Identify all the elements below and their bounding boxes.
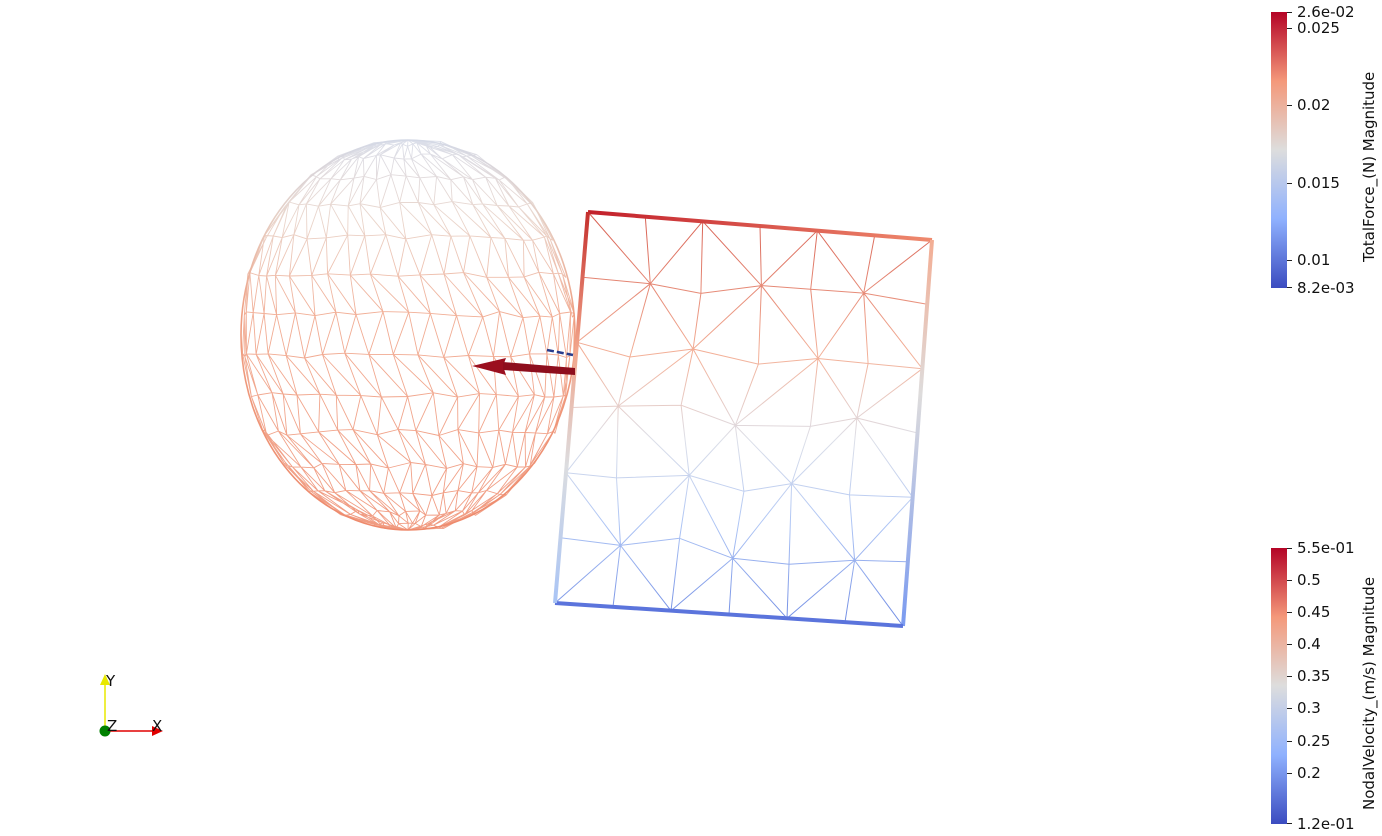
y-axis-label: Y: [105, 672, 116, 690]
colorbar-total-force: 2.6e-02 8.2e-03 TotalForce_(N) Magnitude…: [1271, 4, 1378, 296]
colorbar-tick: [1287, 644, 1292, 646]
colorbar-tick-label: 0.01: [1297, 251, 1331, 270]
colorbar-tick-label: 0.3: [1297, 699, 1321, 718]
colorbar-tick: [1287, 105, 1292, 107]
colorbar-tick-label: 0.45: [1297, 603, 1331, 622]
plate-mesh-edges: [554, 211, 933, 627]
colorbar-tick: [1287, 182, 1292, 184]
colorbar-tick: [1287, 548, 1292, 549]
colorbar-tick-label: 0.5: [1297, 571, 1321, 590]
x-axis-label: X: [152, 717, 162, 735]
force-arrow-shaft: [503, 362, 575, 375]
plate-bottom-edge: [554, 601, 904, 628]
colorbar-tick: [1287, 12, 1292, 13]
colorbar-tick-label: 0.4: [1297, 635, 1321, 654]
plate-left-edge: [553, 211, 590, 604]
colorbar-min-label: 8.2e-03: [1297, 279, 1355, 297]
colorbar-tick: [1287, 708, 1292, 710]
colorbar-tick: [1287, 27, 1292, 29]
colorbar-min-label: 1.2e-01: [1297, 815, 1355, 833]
colorbar-tick: [1287, 740, 1292, 742]
colorbar-gradient: [1271, 548, 1287, 824]
sphere-wireframe[interactable]: [240, 139, 576, 531]
x-axis-arrowhead: [152, 726, 163, 736]
plate-wireframe[interactable]: [553, 210, 934, 628]
force-arrow-glyph: [472, 348, 575, 375]
sphere-outline: [240, 139, 576, 531]
colorbar-tick-label: 0.025: [1297, 18, 1340, 37]
force-arrow-head: [472, 358, 506, 375]
colorbar-tick-label: 0.015: [1297, 173, 1340, 192]
colorbar-tick-label: 0.02: [1297, 96, 1331, 115]
colorbar-tick: [1287, 676, 1292, 678]
plate-top-edge: [587, 210, 933, 242]
colorbar-tick: [1287, 612, 1292, 614]
colorbar-gradient: [1271, 12, 1287, 288]
orientation-axes: X Y Z: [99, 672, 163, 737]
sphere-mesh-edges: [242, 139, 575, 531]
colorbar-tick-label: 0.2: [1297, 763, 1321, 782]
colorbar-max-label: 5.5e-01: [1297, 539, 1355, 557]
small-arrow-glyph: [546, 348, 574, 357]
colorbar-tick: [1287, 287, 1292, 288]
colorbar-tick: [1287, 772, 1292, 774]
colorbar-nodal-velocity: 5.5e-01 1.2e-01 NodalVelocity_(m/s) Magn…: [1271, 540, 1378, 832]
colorbar-tick-label: 0.25: [1297, 731, 1331, 750]
colorbar-tick: [1287, 260, 1292, 262]
plate-right-edge: [901, 239, 934, 627]
y-axis-arrowhead: [100, 674, 110, 685]
colorbar-title: TotalForce_(N) Magnitude: [1360, 71, 1378, 262]
colorbar-tick-label: 0.35: [1297, 667, 1331, 686]
z-axis-label: Z: [107, 717, 117, 735]
colorbar-title: NodalVelocity_(m/s) Magnitude: [1360, 576, 1378, 810]
z-axis-dot: [99, 725, 111, 737]
colorbar-tick: [1287, 823, 1292, 824]
colorbar-max-label: 2.6e-02: [1297, 3, 1355, 21]
colorbar-tick: [1287, 580, 1292, 582]
